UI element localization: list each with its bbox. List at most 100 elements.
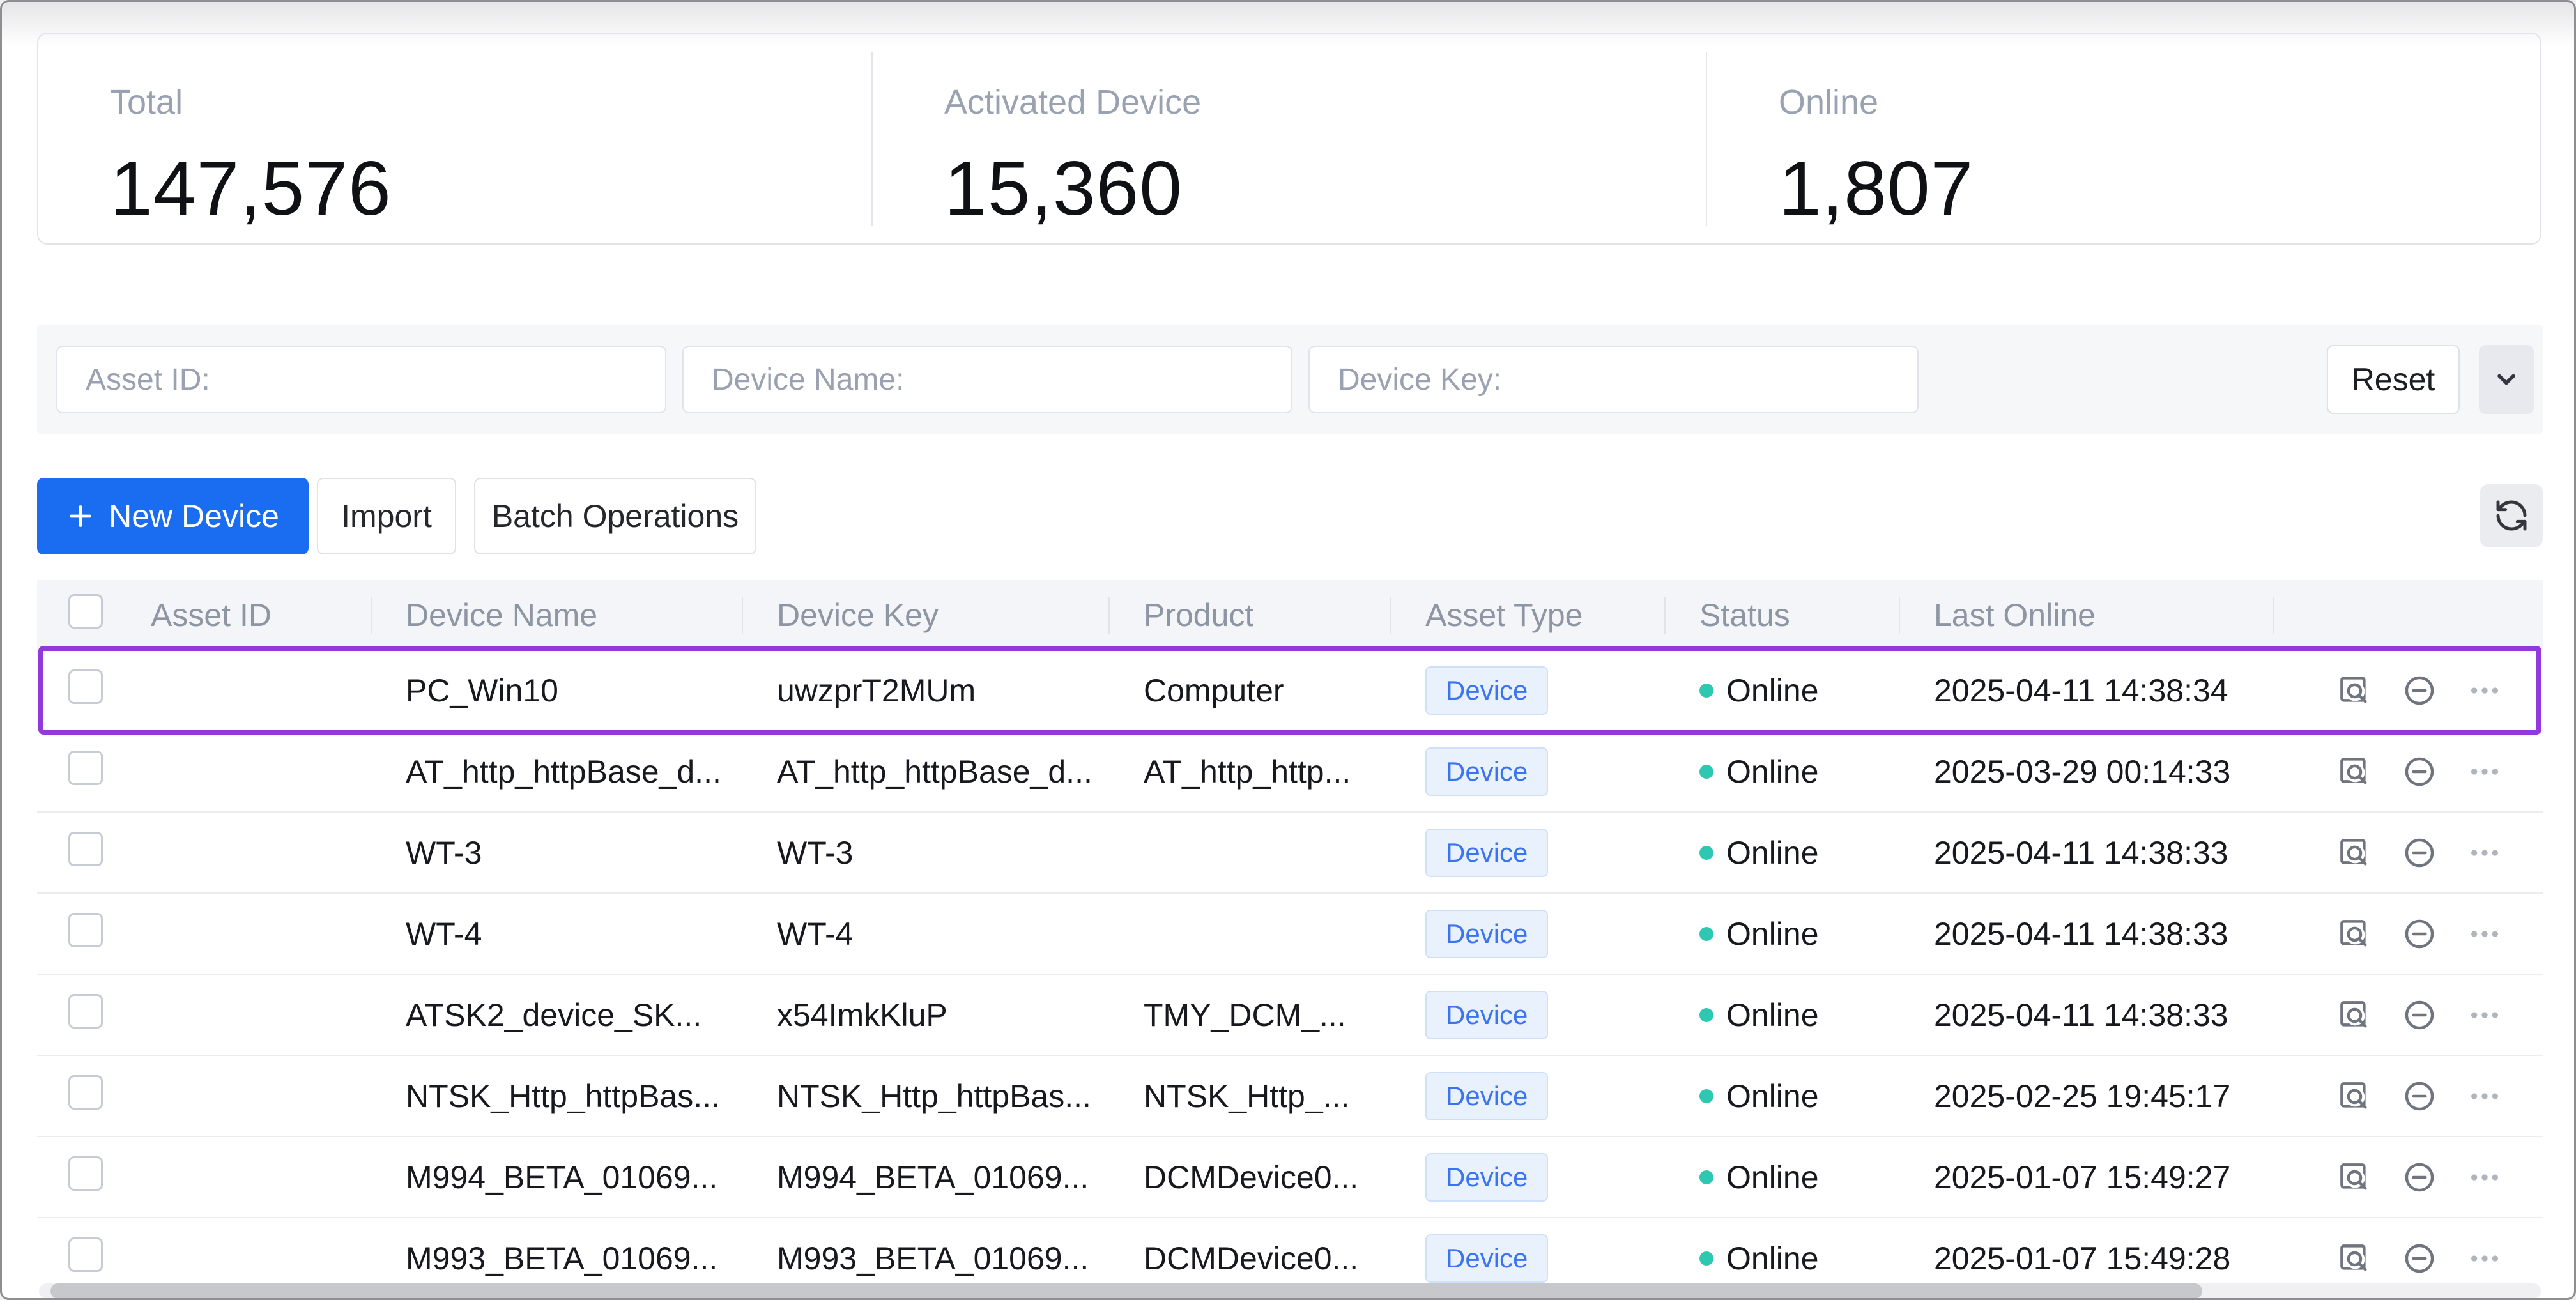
device-name-text: M993_BETA_01069... [406,1240,718,1276]
column-last-online: Last Online [1899,597,2273,634]
view-device-button[interactable] [2336,1078,2372,1114]
row-checkbox[interactable] [68,750,103,785]
product-cell: TMY_DCM_... [1108,997,1390,1034]
row-checkbox[interactable] [68,1074,103,1110]
row-actions [2273,835,2543,871]
stat-total: Total 147,576 [38,52,871,227]
ellipsis-icon [2467,1078,2503,1114]
minus-circle-icon [2402,673,2437,708]
product-cell: NTSK_Http_... [1108,1078,1390,1115]
ellipsis-icon [2467,997,2503,1033]
search-preview-icon [2336,1078,2372,1114]
view-device-button[interactable] [2336,754,2372,790]
ellipsis-icon [2467,754,2503,790]
disable-device-button[interactable] [2402,1241,2437,1276]
search-preview-icon [2336,835,2372,871]
view-device-button[interactable] [2336,835,2372,871]
more-actions-button[interactable] [2467,754,2503,790]
row-checkbox[interactable] [68,1156,103,1191]
last-online-text: 2025-03-29 00:14:33 [1934,753,2231,790]
row-checkbox-cell [37,1156,116,1198]
row-actions [2273,754,2543,790]
scrollbar-thumb[interactable] [50,1283,2202,1298]
product-cell: DCMDevice0... [1108,1240,1390,1277]
row-checkbox[interactable] [68,669,103,704]
asset-type-badge: Device [1425,747,1549,796]
refresh-button[interactable] [2480,484,2543,547]
row-checkbox[interactable] [68,1237,103,1272]
row-checkbox-cell [37,1237,116,1280]
column-asset-id: Asset ID [151,597,272,633]
new-device-label: New Device [109,498,279,534]
reset-button[interactable]: Reset [2327,345,2460,414]
horizontal-scrollbar[interactable] [39,1283,2541,1298]
more-actions-button[interactable] [2467,835,2503,871]
more-actions-button[interactable] [2467,1159,2503,1195]
select-all-checkbox[interactable] [68,594,103,629]
disable-device-button[interactable] [2402,916,2437,952]
asset-id-input[interactable] [56,346,666,413]
table-row[interactable]: AT_http_httpBase_d... AT_http_httpBase_d… [37,731,2543,813]
minus-circle-icon [2402,997,2437,1033]
disable-device-button[interactable] [2402,754,2437,790]
view-device-button[interactable] [2336,1159,2372,1195]
disable-device-button[interactable] [2402,835,2437,871]
collapse-filters-button[interactable] [2479,345,2534,414]
device-key-text: AT_http_httpBase_d... [777,753,1092,790]
more-actions-button[interactable] [2467,997,2503,1033]
stat-online-value: 1,807 [1779,146,1974,231]
disable-device-button[interactable] [2402,997,2437,1033]
table-row[interactable]: WT-3 WT-3 Device Online 2025-04-11 14:38… [37,813,2543,894]
status-text: Online [1726,997,1819,1033]
table-row[interactable]: NTSK_Http_httpBas... NTSK_Http_httpBas..… [37,1056,2543,1137]
product-text: NTSK_Http_... [1144,1078,1350,1114]
more-actions-button[interactable] [2467,916,2503,952]
asset-type-badge: Device [1425,666,1549,715]
more-actions-button[interactable] [2467,1078,2503,1114]
row-checkbox-cell [37,750,116,793]
minus-circle-icon [2402,835,2437,871]
import-button[interactable]: Import [317,478,456,554]
more-actions-button[interactable] [2467,1241,2503,1276]
view-device-button[interactable] [2336,916,2372,952]
device-key-text: x54ImkKluP [777,997,947,1033]
asset-type-badge: Device [1425,1152,1549,1202]
search-preview-icon [2336,1241,2372,1276]
row-actions [2273,916,2543,952]
ellipsis-icon [2467,673,2503,708]
table-row[interactable]: WT-4 WT-4 Device Online 2025-04-11 14:38… [37,894,2543,975]
disable-device-button[interactable] [2402,673,2437,708]
view-device-button[interactable] [2336,673,2372,708]
more-actions-button[interactable] [2467,673,2503,708]
disable-device-button[interactable] [2402,1078,2437,1114]
row-actions [2273,1241,2543,1276]
row-checkbox-cell [37,831,116,874]
online-status-dot [1699,1170,1713,1184]
view-device-button[interactable] [2336,997,2372,1033]
ellipsis-icon [2467,1159,2503,1195]
header-checkbox-cell [37,594,116,636]
online-status-dot [1699,926,1713,941]
disable-device-button[interactable] [2402,1159,2437,1195]
table-row[interactable]: ATSK2_device_SK... x54ImkKluP TMY_DCM_..… [37,975,2543,1056]
ellipsis-icon [2467,835,2503,871]
row-checkbox[interactable] [68,993,103,1029]
asset-type-badge: Device [1425,909,1549,958]
online-status-dot [1699,1007,1713,1022]
device-name-input[interactable] [682,346,1292,413]
view-device-button[interactable] [2336,1241,2372,1276]
row-checkbox[interactable] [68,912,103,947]
last-online-text: 2025-04-11 14:38:33 [1934,997,2228,1033]
batch-operations-button[interactable]: Batch Operations [474,478,756,554]
device-table: Asset ID Device Name Device Key Product … [37,580,2543,1298]
table-row[interactable]: M994_BETA_01069... M994_BETA_01069... DC… [37,1137,2543,1218]
status-text: Online [1726,672,1819,708]
row-checkbox[interactable] [68,831,103,866]
table-row[interactable]: PC_Win10 uwzprT2MUm Computer Device Onli… [37,646,2543,735]
device-key-text: WT-3 [777,834,854,871]
device-name-text: PC_Win10 [406,672,558,708]
device-key-input[interactable] [1308,346,1919,413]
row-checkbox-cell [37,1074,116,1117]
device-key-text: WT-4 [777,915,854,952]
new-device-button[interactable]: New Device [37,478,309,554]
